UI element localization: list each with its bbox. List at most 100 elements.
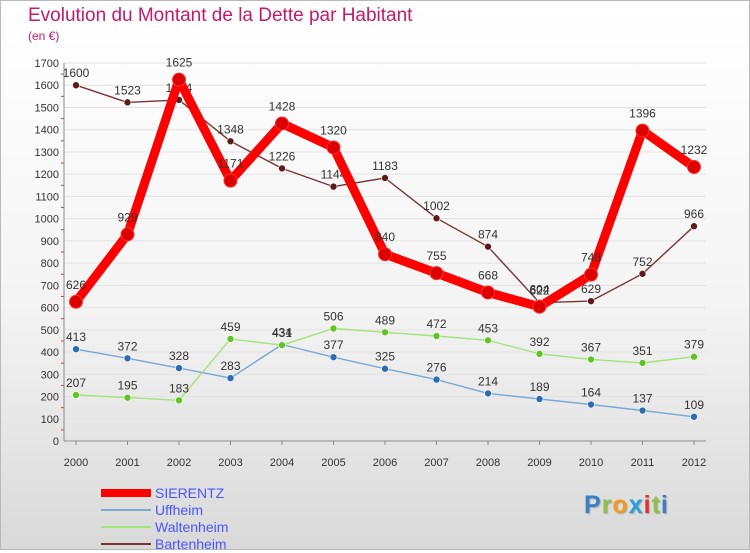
data-label: 1226	[269, 149, 296, 163]
brand-logo: Proxiti	[584, 491, 669, 520]
data-point	[432, 214, 441, 223]
y-tick-label: 1400	[35, 125, 59, 137]
data-point	[326, 140, 341, 155]
data-point	[432, 332, 441, 340]
data-label: 392	[529, 335, 549, 349]
series-line	[71, 75, 699, 312]
x-tick-label: 2008	[476, 457, 500, 469]
y-tick-label: 1600	[35, 80, 59, 92]
data-label: 283	[220, 359, 240, 373]
x-tick-label: 2009	[527, 457, 551, 469]
data-label: 629	[581, 282, 601, 296]
data-point	[223, 173, 238, 188]
x-tick-label: 2002	[167, 457, 191, 469]
data-point	[120, 227, 135, 242]
data-label: 214	[478, 374, 498, 388]
data-point	[123, 98, 132, 107]
y-tick-label: 1000	[35, 214, 59, 226]
data-label: 431	[272, 326, 292, 340]
y-tick-label: 800	[41, 258, 59, 270]
data-label: 748	[581, 251, 601, 265]
data-point	[172, 72, 186, 87]
y-tick-label: 100	[41, 414, 59, 426]
data-label: 604	[529, 283, 549, 297]
legend-label: Bartenheim	[155, 536, 227, 552]
legend-swatch	[101, 526, 151, 528]
legend-label: Waltenheim	[155, 519, 229, 535]
data-label: 109	[684, 398, 704, 412]
y-tick-label: 600	[41, 303, 59, 315]
data-point	[226, 374, 235, 382]
x-tick-label: 2011	[631, 457, 655, 469]
x-tick-label: 2000	[64, 457, 88, 469]
data-point	[532, 299, 547, 314]
data-point	[378, 247, 392, 262]
data-label: 472	[426, 317, 446, 331]
y-tick-label: 1700	[35, 58, 59, 70]
data-label: 1396	[629, 107, 656, 121]
y-tick-label: 900	[41, 236, 59, 248]
chart-subtitle: (en €)	[28, 29, 60, 43]
data-point	[690, 352, 698, 361]
data-point	[638, 269, 647, 278]
data-label: 1171	[218, 157, 244, 171]
legend-item-uffheim: Uffheim	[101, 502, 301, 519]
y-tick-label: 200	[41, 392, 59, 404]
data-label: 372	[117, 339, 137, 353]
data-point	[226, 137, 235, 146]
data-point	[635, 123, 650, 138]
data-label: 489	[375, 313, 395, 327]
legend-swatch	[101, 509, 151, 511]
data-label: 276	[426, 361, 446, 375]
data-label: 207	[66, 376, 86, 390]
data-point	[432, 375, 441, 384]
brand-letter: o	[612, 491, 629, 519]
data-point	[484, 336, 492, 345]
data-label: 506	[323, 309, 343, 323]
data-point	[481, 285, 495, 300]
data-point	[72, 345, 80, 353]
data-point	[690, 412, 698, 421]
legend-item-bartenheim: Bartenheim	[101, 536, 301, 553]
data-label: 1232	[681, 143, 708, 157]
data-point	[484, 242, 492, 251]
data-point	[175, 364, 183, 372]
x-tick-label: 2005	[321, 457, 345, 469]
data-point	[584, 267, 598, 282]
data-point	[429, 266, 444, 281]
x-tick-label: 2007	[424, 457, 448, 469]
data-point	[535, 395, 544, 403]
legend-item-waltenheim: Waltenheim	[101, 519, 301, 536]
brand-letter: i	[643, 491, 652, 519]
data-label: 413	[66, 330, 86, 344]
y-tick-label: 1300	[35, 147, 59, 159]
data-point	[587, 355, 595, 364]
data-point	[690, 222, 698, 231]
data-label: 752	[632, 255, 652, 269]
data-label: 929	[117, 210, 137, 224]
legend-label: Uffheim	[155, 502, 203, 518]
data-label: 966	[684, 207, 704, 221]
brand-letter: r	[601, 491, 613, 519]
data-point	[226, 335, 235, 343]
y-tick-label: 700	[41, 280, 59, 292]
data-label: 325	[375, 350, 395, 364]
data-point	[587, 400, 595, 409]
data-label: 453	[478, 321, 498, 335]
data-label: 1523	[114, 83, 141, 97]
x-tick-label: 2001	[115, 457, 139, 469]
data-point	[329, 182, 338, 191]
data-point	[175, 396, 183, 405]
brand-letter: P	[584, 491, 602, 519]
data-label: 189	[529, 380, 549, 394]
data-point	[638, 359, 647, 367]
data-label: 459	[220, 320, 240, 334]
x-tick-label: 2004	[270, 457, 294, 469]
data-label: 1002	[423, 199, 450, 213]
x-tick-label: 2012	[682, 457, 706, 469]
data-point	[72, 81, 80, 90]
data-point	[687, 160, 701, 175]
y-tick-label: 400	[41, 347, 59, 359]
